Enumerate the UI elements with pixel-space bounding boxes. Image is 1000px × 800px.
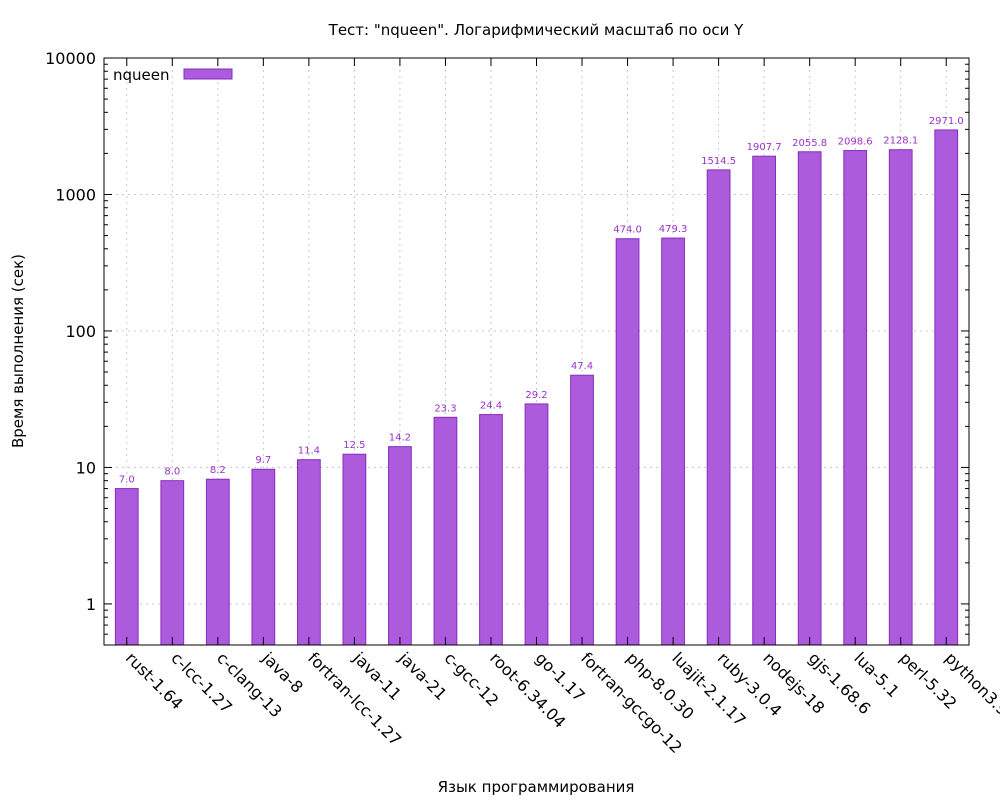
y-tick-label: 10000 — [45, 49, 96, 68]
bar-gjs-1.68.6 — [797, 151, 822, 646]
value-label: 2971.0 — [929, 116, 964, 127]
value-labels: 7.0 8.0 8.2 9.7 11.4 12.5 14.2 23.3 24.4 29.2 47.4… — [119, 116, 964, 486]
bar-lua-5.1 — [843, 150, 868, 646]
value-label: 2128.1 — [883, 136, 918, 147]
bar-c-clang-13 — [205, 478, 230, 646]
value-label: 474.0 — [613, 225, 642, 236]
x-axis-title: Язык программирования — [438, 778, 635, 796]
bar-ruby-3.0.4 — [706, 169, 731, 646]
y-tick-label: 1 — [86, 595, 96, 614]
bar-php-8.0.30 — [615, 238, 640, 646]
bar-nodejs-18 — [752, 155, 777, 646]
chart-title: Тест: "nqueen". Логарифмический масштаб … — [328, 21, 745, 39]
y-tick-label: 10 — [76, 458, 96, 477]
value-label: 2055.8 — [792, 138, 827, 149]
x-tick-label: java-21 — [394, 648, 450, 704]
bar-java-21 — [388, 446, 412, 646]
y-axis-ticks: 1 10 100 1000 10000 — [45, 49, 969, 635]
bar-fortran-gccgo-12 — [570, 374, 594, 646]
value-label: 12.5 — [343, 440, 365, 451]
value-label: 1514.5 — [701, 156, 736, 167]
bar-c-lcc-1.27 — [160, 480, 185, 646]
bar-go-1.17 — [524, 403, 549, 646]
value-label: 7.0 — [119, 475, 135, 486]
value-label: 8.2 — [210, 465, 226, 476]
bar-luajit-2.1.17 — [661, 237, 685, 646]
value-label: 23.3 — [434, 403, 456, 414]
bar-c-gcc-12 — [433, 416, 458, 646]
plot-frame — [103, 57, 970, 646]
legend-label: nqueen — [113, 66, 170, 84]
y-tick-label: 100 — [65, 322, 96, 341]
bar-perl-5.32 — [888, 149, 913, 646]
bar-rust-1.64 — [114, 488, 139, 646]
bar-root-6.34.04 — [479, 414, 503, 646]
y-tick-label: 1000 — [55, 185, 96, 204]
bar-java-11 — [342, 453, 367, 646]
y-axis-title: Время выполнения (сек) — [9, 254, 27, 448]
value-label: 29.2 — [525, 390, 547, 401]
value-label: 8.0 — [164, 467, 180, 478]
value-label: 11.4 — [298, 446, 320, 457]
value-label: 47.4 — [571, 361, 593, 372]
value-label: 479.3 — [659, 224, 688, 235]
value-label: 9.7 — [255, 455, 271, 466]
value-label: 1907.7 — [747, 142, 782, 153]
value-label: 14.2 — [389, 433, 411, 444]
bars — [114, 129, 959, 646]
bar-fortran-lcc-1.27 — [296, 459, 321, 646]
legend: nqueen — [113, 66, 233, 84]
x-axis-ticks: rust-1.64c-lcc-1.27c-clang-13java-8fortr… — [122, 58, 1000, 757]
value-label: 24.4 — [480, 401, 502, 412]
value-label: 2098.6 — [838, 137, 873, 148]
bar-java-8 — [251, 468, 276, 646]
legend-swatch — [183, 68, 233, 80]
bar-python3.9 — [934, 129, 959, 646]
